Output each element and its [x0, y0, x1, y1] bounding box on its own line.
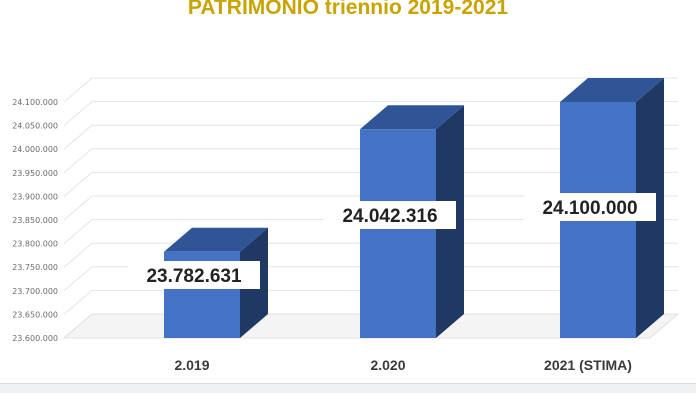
y-tick-label: 24.000.000: [12, 145, 58, 154]
y-tick-label: 23.850.000: [12, 216, 58, 225]
y-tick-label: 23.800.000: [12, 240, 58, 249]
y-tick-label: 23.900.000: [12, 192, 58, 201]
y-tick-label: 23.650.000: [12, 310, 58, 319]
data-label: 24.042.316: [324, 201, 456, 229]
data-label-text: 24.042.316: [342, 206, 437, 227]
data-label: 24.100.000: [524, 193, 656, 221]
y-tick-label: 24.100.000: [12, 98, 58, 107]
x-category-label: 2.020: [370, 357, 405, 373]
y-tick-label: 23.750.000: [12, 263, 58, 272]
y-tick-label: 24.050.000: [12, 122, 58, 131]
x-category-label: 2.019: [174, 357, 209, 373]
x-category-label: 2021 (STIMA): [544, 357, 632, 373]
data-label: 23.782.631: [128, 261, 260, 289]
y-tick-label: 23.950.000: [12, 169, 58, 178]
y-tick-label: 23.700.000: [12, 287, 58, 296]
chart-title: PATRIMONIO triennio 2019-2021: [188, 0, 508, 19]
y-tick-label: 23.600.000: [12, 334, 58, 343]
data-label-text: 24.100.000: [542, 198, 637, 219]
bar-front: [360, 129, 436, 338]
data-label-text: 23.782.631: [146, 266, 242, 287]
